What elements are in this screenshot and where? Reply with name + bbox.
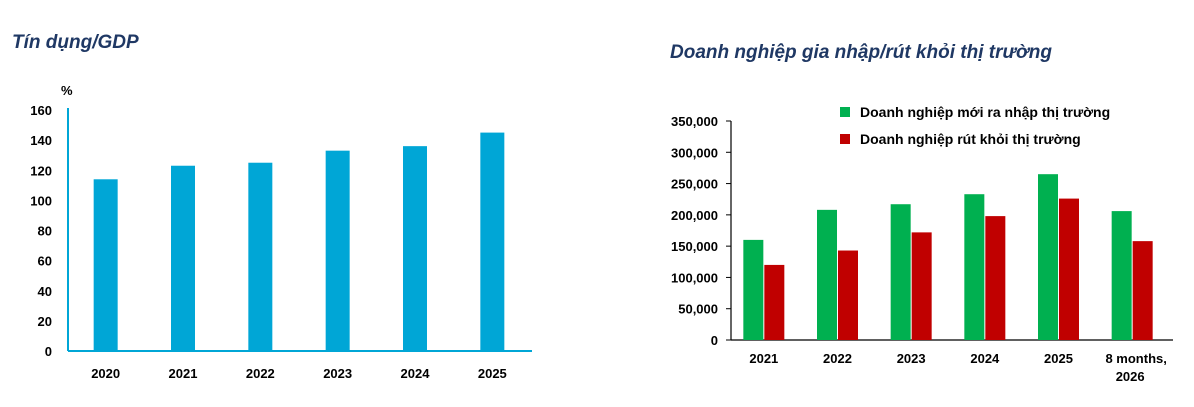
- x-tick-label: 2022: [823, 351, 852, 366]
- legend-label: Doanh nghiệp rút khỏi thị trường: [860, 131, 1081, 147]
- bar-2020: [93, 179, 118, 351]
- bar-exit-2: [911, 232, 932, 340]
- bar-new-5: [1111, 211, 1132, 340]
- bar-exit-4: [1059, 198, 1079, 340]
- bar-exit-0: [764, 264, 785, 340]
- credit-gdp-chart-title: Tín dụng/GDP: [12, 32, 139, 53]
- enterprise-chart: 0 50,000 100,000 150,000 200,000 250,000 300,0…: [671, 104, 1173, 384]
- bar-new-3: [964, 194, 985, 340]
- y-tick-label: 50,000: [678, 302, 718, 317]
- bar-exit-5: [1132, 241, 1153, 340]
- x-tick-label: 2025: [478, 366, 507, 381]
- x-tick-label: 2022: [246, 366, 275, 381]
- y-tick-label: 100,000: [671, 270, 718, 285]
- bar-2022: [248, 162, 273, 351]
- legend-swatch: [840, 134, 850, 144]
- y-tick-label: 120: [30, 163, 52, 178]
- bar-exit-3: [985, 216, 1006, 340]
- x-tick-label: 2023: [323, 366, 352, 381]
- enterprise-chart-title: Doanh nghiệp gia nhập/rút khỏi thị trườn…: [670, 42, 1053, 63]
- y-tick-label: 20: [38, 314, 52, 329]
- bar-2024: [403, 146, 427, 351]
- bar-exit-1: [838, 250, 858, 340]
- y-tick-label: 0: [45, 344, 52, 359]
- x-tick-label: 2024: [970, 351, 1000, 366]
- x-tick-label: 8 months, 2026: [1105, 351, 1166, 384]
- y-tick-label: 0: [711, 333, 718, 348]
- bar-new-0: [743, 239, 764, 340]
- y-tick-label: 160: [30, 103, 52, 118]
- legend-label: Doanh nghiệp mới ra nhập thị trường: [860, 104, 1110, 120]
- y-tick-label: 250,000: [671, 177, 718, 192]
- bar-new-4: [1038, 174, 1058, 340]
- x-tick-label: 2021: [169, 366, 198, 381]
- y-tick-label: 350,000: [671, 114, 718, 129]
- y-tick-label: 60: [38, 254, 52, 269]
- y-tick-label: 80: [38, 224, 52, 239]
- x-tick-label: 2024: [401, 366, 431, 381]
- y-tick-label: 200,000: [671, 208, 718, 223]
- x-tick-label: 2025: [1044, 351, 1073, 366]
- credit-gdp-chart: % 0 20 40 60 80 100 120 140 160 2020 2021 2022 2023 20…: [30, 83, 532, 381]
- y-axis-unit-label: %: [61, 83, 73, 98]
- bar-2023: [325, 150, 350, 351]
- bar-new-1: [817, 209, 837, 340]
- y-tick-label: 100: [30, 193, 52, 208]
- y-tick-label: 40: [38, 284, 52, 299]
- y-tick-label: 140: [30, 133, 52, 148]
- bar-2021: [171, 165, 195, 351]
- x-tick-label: 2023: [897, 351, 926, 366]
- bar-new-2: [890, 204, 911, 340]
- y-tick-label: 300,000: [671, 145, 718, 160]
- bar-2025: [480, 132, 505, 351]
- x-tick-label: 2021: [749, 351, 778, 366]
- x-tick-label: 2020: [91, 366, 120, 381]
- y-tick-label: 150,000: [671, 239, 718, 254]
- legend-swatch: [840, 107, 850, 117]
